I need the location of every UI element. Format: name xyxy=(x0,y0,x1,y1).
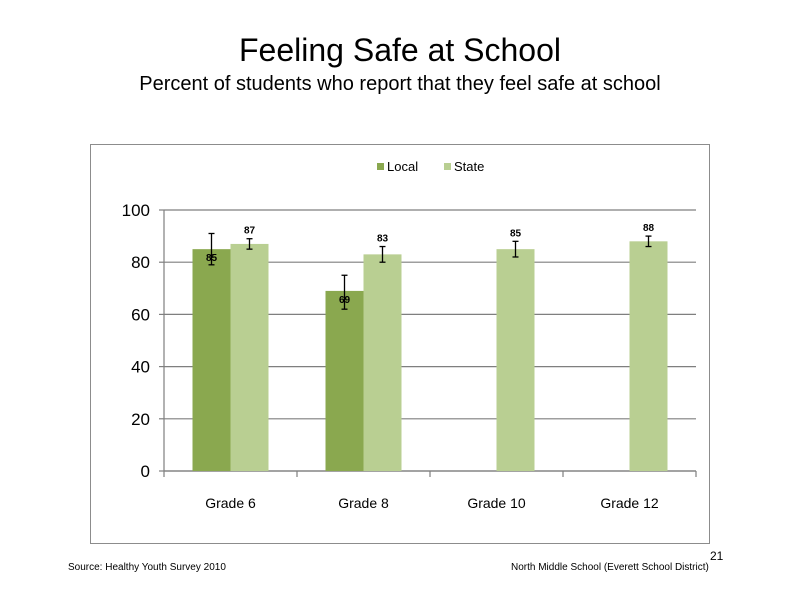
y-tick-label: 40 xyxy=(131,358,150,377)
bar-chart: 0 20 40 60 80 100 85 87 Grade 6 69 83 Grade 8 85 Grad… xyxy=(122,159,697,511)
slide-title: Feeling Safe at School xyxy=(239,32,561,68)
data-label: 83 xyxy=(377,234,389,245)
page-number: 21 xyxy=(710,549,724,563)
school-note: North Middle School (Everett School Dist… xyxy=(511,562,709,573)
bar-local-grade-8 xyxy=(325,290,364,471)
y-tick-label: 20 xyxy=(131,410,150,429)
data-label: 88 xyxy=(643,223,655,234)
legend-label: State xyxy=(454,159,484,174)
y-tick-label: 0 xyxy=(141,462,150,481)
y-tick-label: 80 xyxy=(131,253,150,272)
bar-state-grade-10 xyxy=(496,249,535,471)
data-label: 87 xyxy=(244,226,256,237)
bar-state-grade-6 xyxy=(230,243,269,471)
chart-frame: 0 20 40 60 80 100 85 87 Grade 6 69 83 Grade 8 85 Grad… xyxy=(90,144,710,544)
source-note: Source: Healthy Youth Survey 2010 xyxy=(68,562,226,573)
x-category-label: Grade 12 xyxy=(600,495,659,511)
x-category-label: Grade 6 xyxy=(205,495,256,511)
y-tick-label: 100 xyxy=(122,201,150,220)
x-category-label: Grade 10 xyxy=(467,495,526,511)
bar-local-grade-6 xyxy=(192,249,231,471)
legend-swatch xyxy=(444,163,451,170)
data-label: 85 xyxy=(510,228,522,239)
data-label: 85 xyxy=(206,253,218,264)
slide-subtitle: Percent of students who report that they… xyxy=(139,73,661,95)
data-label: 69 xyxy=(339,295,351,306)
bar-state-grade-8 xyxy=(363,254,402,471)
legend-label: Local xyxy=(387,159,418,174)
legend-swatch xyxy=(377,163,384,170)
x-category-label: Grade 8 xyxy=(338,495,389,511)
bar-state-grade-12 xyxy=(629,241,668,471)
y-tick-label: 60 xyxy=(131,305,150,324)
